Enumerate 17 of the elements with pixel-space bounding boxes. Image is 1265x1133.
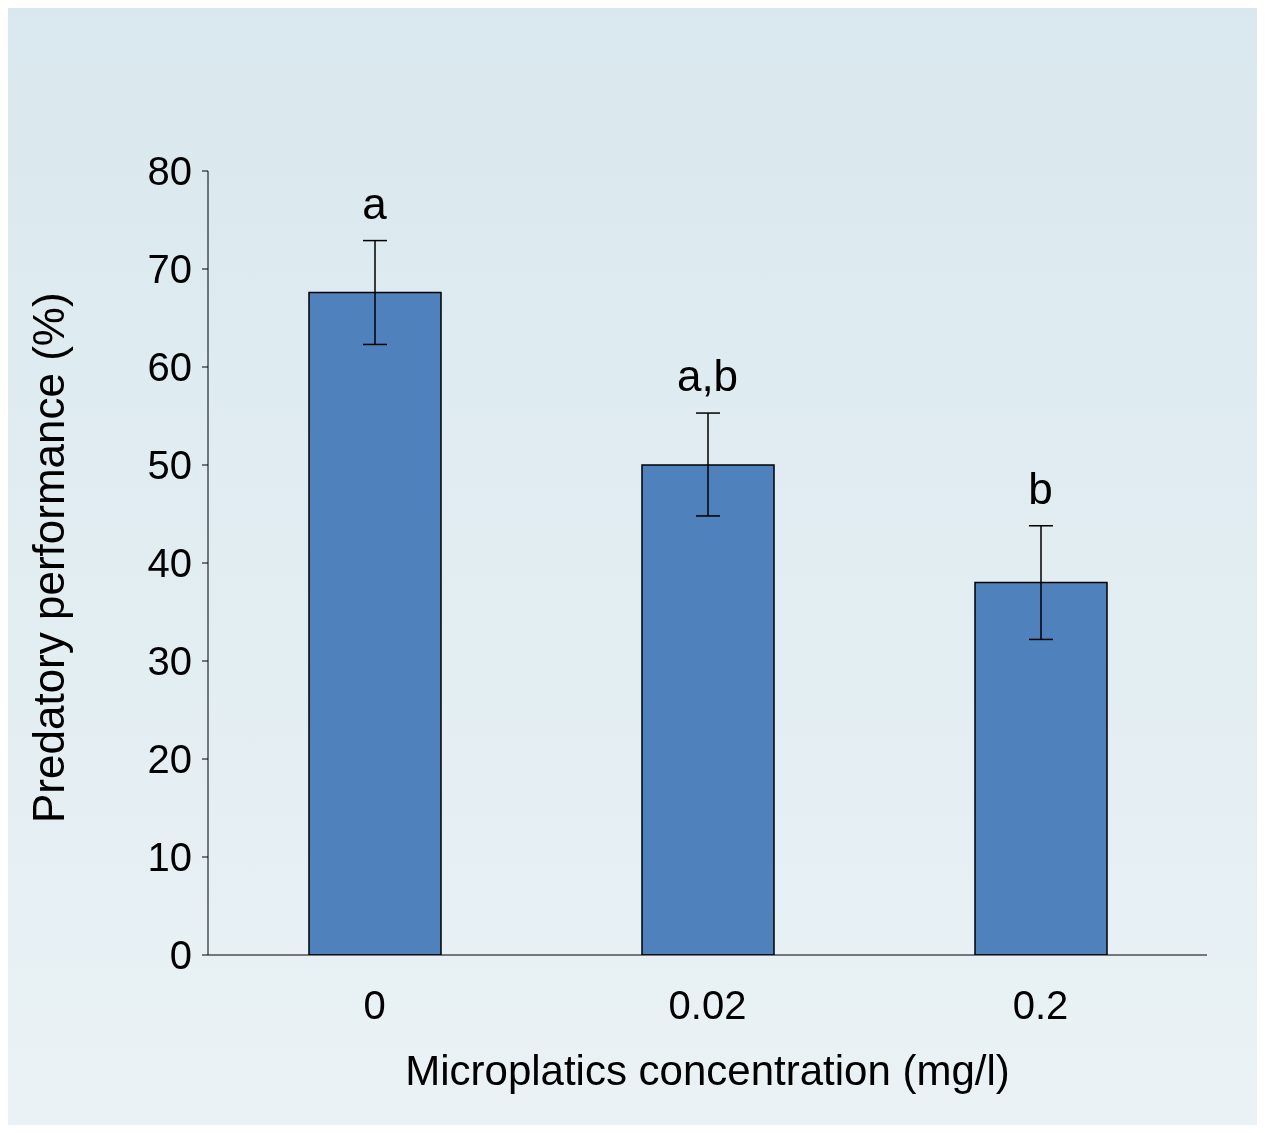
x-tick-label: 0 bbox=[363, 983, 386, 1028]
y-tick-label: 0 bbox=[169, 933, 192, 978]
annotation: a,b bbox=[676, 351, 739, 401]
annotation: a bbox=[362, 178, 388, 228]
y-tick-label: 20 bbox=[147, 737, 192, 782]
x-tick-label: 0.2 bbox=[1012, 983, 1069, 1028]
y-tick-label: 30 bbox=[147, 639, 192, 684]
y-tick-label: 40 bbox=[147, 541, 192, 586]
annotation: b bbox=[1028, 463, 1053, 513]
y-tick-label: 60 bbox=[147, 345, 192, 390]
y-tick-label: 50 bbox=[147, 443, 192, 488]
y-tick-label: 80 bbox=[147, 149, 192, 194]
y-tick-label: 10 bbox=[147, 835, 192, 880]
y-tick-label: 70 bbox=[147, 247, 192, 292]
y-axis-title: Predatory performance (%) bbox=[23, 292, 73, 823]
x-tick-label: 0.02 bbox=[668, 983, 747, 1028]
x-axis-title: Microplatics concentration (mg/l) bbox=[405, 1047, 1010, 1094]
